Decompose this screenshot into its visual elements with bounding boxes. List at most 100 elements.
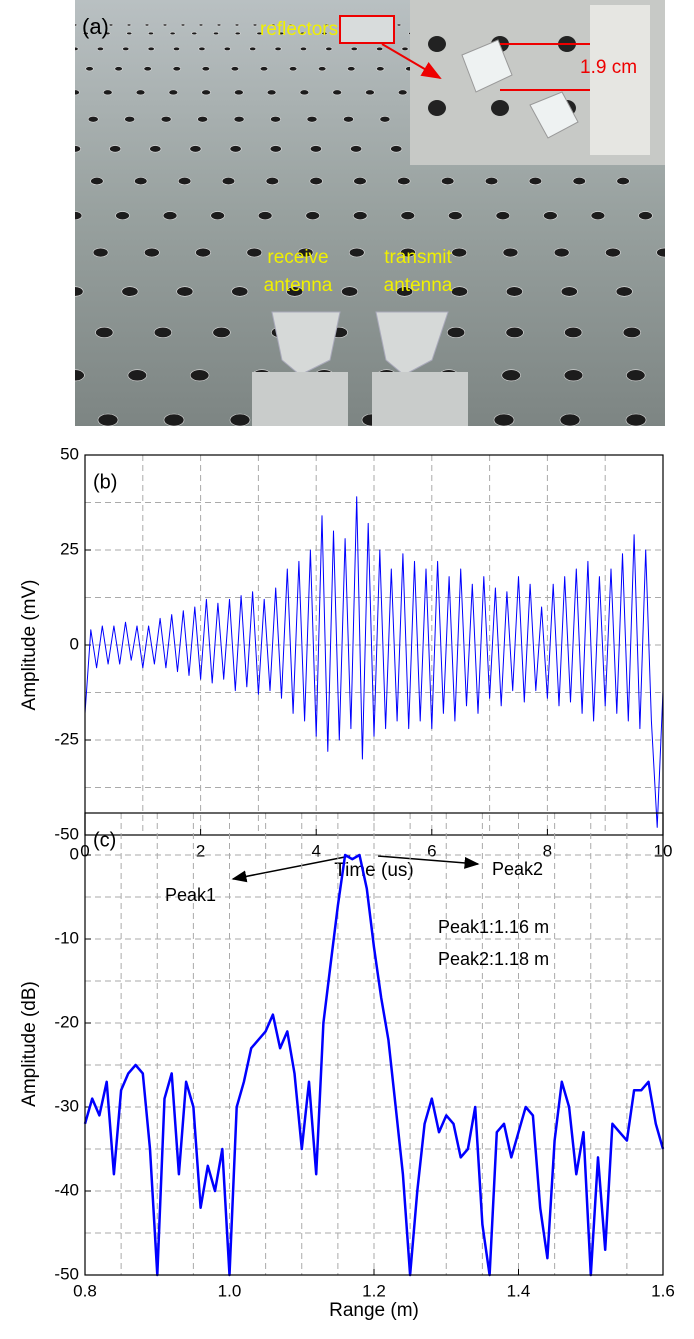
hole	[252, 23, 258, 27]
y-tick-label: 25	[60, 539, 79, 558]
annotation: Peak2:1.18 m	[438, 949, 549, 969]
y-tick-label: 0	[70, 634, 79, 653]
hole	[126, 31, 133, 36]
hole	[365, 89, 375, 96]
x-tick-label: 0.8	[73, 1281, 97, 1300]
hole	[625, 413, 647, 426]
hole	[270, 115, 281, 123]
hole	[169, 31, 176, 36]
hole	[451, 286, 468, 297]
hole	[495, 211, 511, 221]
hole	[230, 66, 240, 72]
data-line	[83, 853, 665, 1277]
hole	[622, 326, 641, 338]
hole	[318, 66, 327, 72]
hole	[124, 115, 136, 123]
hole	[564, 326, 583, 338]
hole	[114, 66, 123, 72]
hole	[656, 247, 665, 258]
hole	[348, 247, 365, 258]
hole	[212, 326, 231, 338]
photo-label: receive	[267, 247, 328, 268]
hole	[401, 46, 409, 51]
hole	[231, 286, 249, 297]
y-tick-label: -50	[54, 824, 79, 843]
hole	[144, 247, 160, 258]
y-axis-label: Amplitude (dB)	[19, 981, 40, 1107]
hole	[82, 31, 89, 36]
hole	[270, 23, 276, 27]
hole	[121, 286, 139, 297]
hole	[95, 326, 114, 338]
hole	[288, 66, 298, 72]
hole	[201, 66, 210, 72]
hole	[75, 286, 84, 297]
hole	[288, 23, 294, 27]
hole	[590, 211, 606, 221]
hole	[234, 23, 240, 27]
y-tick-label: -20	[54, 1012, 79, 1031]
hole	[229, 145, 242, 153]
hole	[153, 326, 172, 338]
peak-arrows	[231, 855, 480, 883]
hole	[246, 247, 263, 258]
hole	[278, 31, 284, 36]
hole	[528, 177, 542, 186]
hole	[191, 31, 198, 36]
receive-antenna	[271, 311, 341, 376]
annotation: Peak1:1.16 m	[438, 917, 549, 937]
hole	[213, 31, 219, 36]
hole	[299, 31, 306, 36]
hole	[189, 369, 210, 382]
hole	[96, 46, 104, 51]
hole	[234, 89, 244, 96]
hole	[75, 46, 79, 51]
hole	[126, 23, 132, 27]
hole	[97, 413, 119, 426]
hole	[168, 89, 179, 96]
panel-label: (b)	[93, 471, 117, 493]
hole	[257, 211, 273, 221]
hole	[350, 46, 358, 51]
hole	[325, 46, 333, 51]
hole	[448, 211, 463, 221]
data-line	[84, 496, 664, 828]
reflector	[461, 39, 513, 93]
hole	[85, 66, 94, 72]
hole	[400, 247, 416, 258]
hole	[446, 326, 466, 338]
hole	[163, 413, 185, 426]
hole	[332, 89, 342, 96]
ruler	[590, 5, 650, 155]
y-axis-label: Amplitude (mV)	[19, 580, 40, 711]
y-tick-label: -10	[54, 928, 79, 947]
hole	[343, 115, 354, 123]
hole	[135, 89, 146, 96]
hole	[149, 145, 162, 153]
hole	[451, 247, 468, 258]
x-tick-label: 6	[427, 841, 436, 860]
hole	[143, 66, 152, 72]
x-tick-label: 2	[196, 841, 205, 860]
y-tick-label: -25	[54, 729, 79, 748]
hole	[233, 115, 245, 123]
hole	[309, 145, 322, 153]
y-tick-label: -50	[54, 1264, 79, 1283]
hole	[299, 89, 310, 96]
inset-hole	[428, 100, 446, 116]
x-axis-label: Range (m)	[329, 1300, 419, 1321]
hole	[108, 23, 114, 27]
hole	[229, 413, 251, 426]
hole	[103, 89, 113, 96]
hole	[286, 286, 304, 297]
hole	[109, 145, 122, 153]
hole	[397, 89, 408, 96]
hole	[615, 286, 633, 297]
annotation: Peak1	[165, 885, 216, 905]
hole	[197, 115, 208, 123]
photo-label: transmit	[384, 247, 452, 268]
hole	[90, 177, 104, 186]
arrow	[231, 855, 351, 883]
hole	[122, 46, 130, 51]
